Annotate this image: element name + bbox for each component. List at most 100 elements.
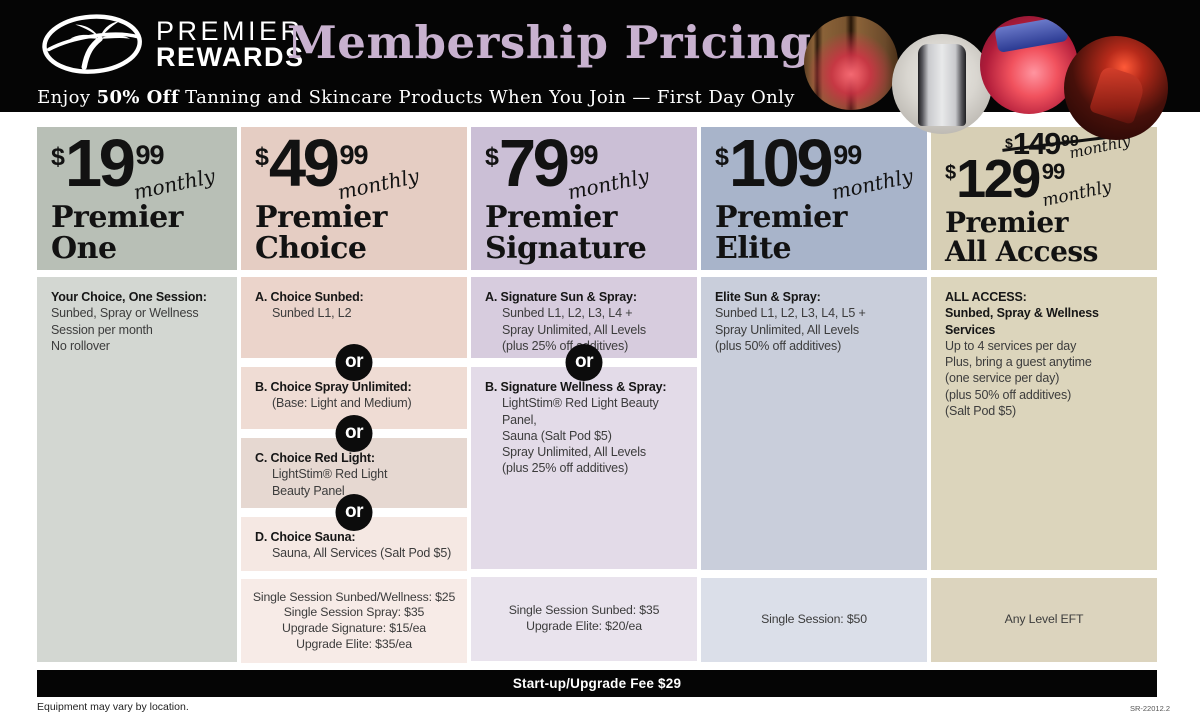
session-price-line: Single Session Sunbed: $35 [508,603,660,618]
plan-name: Premier Signature [485,202,691,266]
price-cents: 99 [833,140,862,170]
price-cadence: monthly [565,163,652,205]
option-line: Sauna, All Services (Salt Pod $5) [272,546,452,561]
tanning-bed-photo [980,16,1078,114]
brand-logo: PREMIER REWARDS® [40,12,312,78]
option-line: Plus, bring a guest anytime [945,355,1092,369]
page-title: Membership Pricing [287,16,812,69]
option-heading: ALL ACCESS: [945,290,1027,304]
plan-column-premier-signature: $79 99 monthly Premier Signature A. Signature… [471,127,697,663]
or-badge: or [335,494,373,531]
option-line: Spray Unlimited, All Levels [502,445,646,459]
or-badge: or [335,344,373,381]
or-badge: or [335,415,373,452]
option-line: No rollover [51,338,110,353]
option-line: Sunbed L1, L2 [272,306,352,321]
startup-fee-bar: Start-up/Upgrade Fee $29 [37,670,1157,697]
price-cadence: monthly [335,163,422,205]
session-price-note: Single Session Sunbed: $35 Upgrade Elite:… [471,577,697,661]
plan-name-line: Premier [255,200,387,235]
price-dollars: 49 [268,126,340,201]
plan-name-line: Signature [485,230,647,266]
option-heading: B. Signature Wellness & Spray: [485,380,667,394]
plan-column-premier-elite: $109 99 monthly Premier Elite Elite Sun & Spr… [701,127,927,663]
brand-text: PREMIER REWARDS® [156,16,312,72]
price-cents: 99 [569,140,598,170]
brand-line-1: PREMIER [156,16,304,47]
price-cents: 99 [1041,159,1066,184]
plan-name-line: All Access [945,234,1098,268]
session-price-line: Single Session Sunbed/Wellness: $25 [252,589,456,604]
price: $79 99 monthly [485,126,691,204]
plan-name: Premier One [51,200,231,264]
price-dollar-sign: $ [255,143,269,171]
option-line: Spray Unlimited, All Levels [715,322,859,337]
red-light-chair-photo [1064,36,1168,140]
price-cents: 99 [339,140,368,170]
old-price-dollars: 149 [1012,126,1062,161]
promo-subtitle-pre: Enjoy [37,87,97,108]
price: $19 99 monthly [51,126,231,204]
plan-name-line: Premier [715,200,847,235]
price-dollars: 19 [64,126,136,201]
price-dollar-sign: $ [485,143,499,171]
price-dollars: 129 [956,149,1041,209]
promo-subtitle: Enjoy 50% Off Tanning and Skincare Produ… [36,84,796,111]
option-box: Elite Sun & Spray: Sunbed L1, L2, L3, L4,… [701,277,927,570]
brand-line-2: REWARDS® [156,42,312,72]
price-cadence: monthly [131,163,218,205]
option-heading: B. Choice Spray Unlimited: [255,380,412,394]
old-price: $149 99 monthly [1002,126,1135,162]
option-heading: Your Choice, One Session: [51,290,207,304]
old-price-dollar-sign: $ [1005,135,1013,151]
option-heading: D. Choice Sauna: [255,530,356,544]
option-line: (Salt Pod $5) [945,403,1017,418]
promo-subtitle-rest: Tanning and Skincare Products When You J… [178,87,795,108]
spray-tan-booth-photo [892,34,992,134]
option-line: (plus 50% off additives) [945,387,1072,402]
option-heading: A. Signature Sun & Spray: [485,290,637,304]
option-line: Sunbed L1, L2, L3, L4 + [502,306,633,321]
session-price-line: Upgrade Signature: $15/ea [282,621,426,635]
option-heading: C. Choice Red Light: [255,451,375,465]
old-price-cents: 99 [1061,133,1079,150]
price-dollar-sign: $ [51,143,65,171]
price: $109 99 monthly [715,126,921,204]
price-cadence: monthly [829,163,916,205]
price-cents: 99 [135,140,164,170]
plan-name-line: Premier [51,200,183,235]
option-box: or B. Signature Wellness & Spray: LightSti… [471,344,697,569]
session-price-line: Upgrade Elite: $20/ea [526,619,642,633]
option-line: Up to 4 services per day [945,338,1077,353]
plan-column-premier-all-access: $149 99 monthly $129 99 monthly Premier All Acc… [931,127,1157,663]
registered-mark: ® [304,44,312,53]
option-box: or B. Choice Spray Unlimited: (Base: Light… [241,344,467,429]
equipment-footnote: Equipment may vary by location. [37,701,189,713]
plan-column-premier-one: $19 99 monthly Premier One Your Choice, One S… [37,127,237,663]
option-heading: Elite Sun & Spray: [715,290,821,304]
session-price-line: Single Session Spray: $35 [283,605,425,620]
option-line: LightStim® Red Light Beauty Panel, [502,396,659,427]
session-price-line: Upgrade Elite: $35/ea [296,636,412,651]
option-line: Spray Unlimited, All Levels [502,322,646,337]
or-badge: or [565,344,603,381]
price-dollars: 109 [728,126,834,201]
plan-columns: $19 99 monthly Premier One Your Choice, One S… [37,127,1157,663]
document-code: SR-22012.2 [1129,704,1170,713]
plan-price-header: $149 99 monthly $129 99 monthly Premier All Acc… [931,127,1157,270]
plan-name-line: Premier [945,206,1068,239]
option-line: Session per month [51,322,153,337]
price-dollar-sign: $ [715,143,729,171]
promo-subtitle-bold: 50% Off [96,87,179,108]
option-box: ALL ACCESS: Sunbed, Spray & Wellness Serv… [931,277,1157,570]
option-line: Sauna (Salt Pod $5) [502,428,612,443]
price-dollars: 79 [498,126,570,201]
option-box: or D. Choice Sauna: Sauna, All Services (S… [241,494,467,571]
price-dollar-sign: $ [945,162,957,184]
plan-name-line: Choice [255,230,367,266]
session-price-line: Single Session: $50 [761,612,867,627]
option-heading: A. Choice Sunbed: [255,290,364,304]
session-price-note: Any Level EFT [931,578,1157,662]
session-price-note: Single Session: $50 [701,578,927,662]
